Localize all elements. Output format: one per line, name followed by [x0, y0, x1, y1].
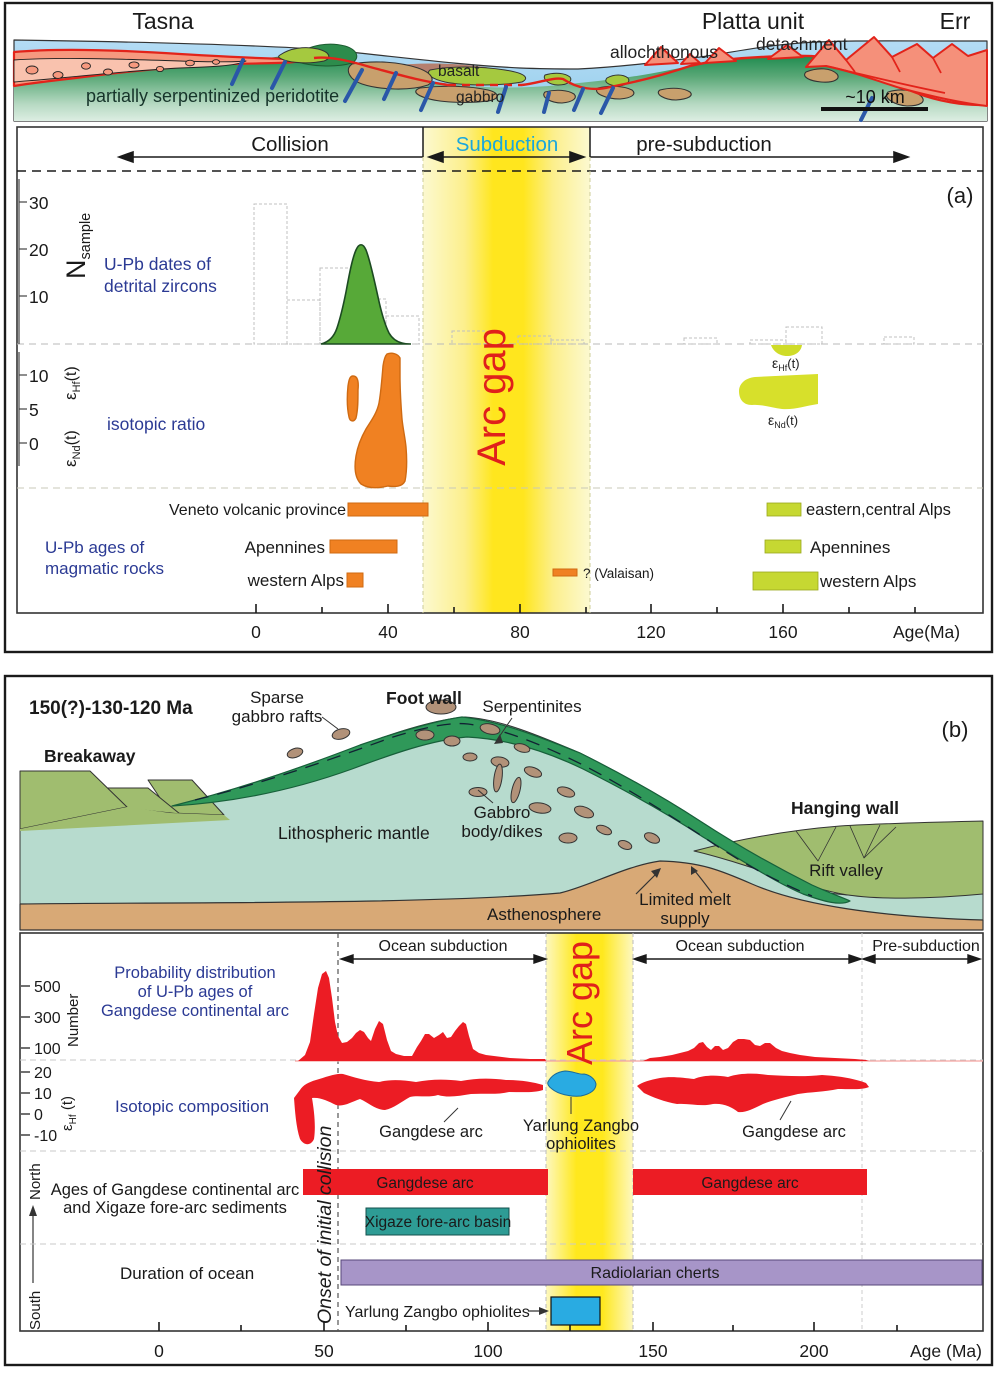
svg-text:Foot wall: Foot wall — [386, 688, 462, 708]
svg-text:Limited melt: Limited melt — [639, 890, 731, 909]
svg-text:(b): (b) — [942, 717, 969, 742]
svg-text:500: 500 — [34, 979, 61, 996]
svg-text:Veneto volcanic province: Veneto volcanic province — [169, 502, 346, 519]
svg-text:partially serpentinized perido: partially serpentinized peridotite — [86, 86, 339, 106]
svg-text:North: North — [27, 1163, 44, 1200]
svg-text:100: 100 — [473, 1341, 502, 1361]
svg-text:-10: -10 — [34, 1128, 57, 1145]
svg-text:150: 150 — [638, 1341, 667, 1361]
svg-text:U-Pb ages of: U-Pb ages of — [45, 538, 144, 557]
svg-text:Subduction: Subduction — [456, 133, 559, 156]
svg-text:Lithospheric mantle: Lithospheric mantle — [278, 823, 430, 843]
svg-text:(a): (a) — [947, 183, 974, 208]
svg-text:0: 0 — [29, 434, 39, 454]
svg-text:Apennines: Apennines — [810, 538, 890, 557]
svg-text:allochthonous: allochthonous — [610, 42, 718, 62]
svg-text:detrital zircons: detrital zircons — [104, 276, 217, 296]
svg-text:160: 160 — [768, 622, 797, 642]
svg-text:pre-subduction: pre-subduction — [636, 133, 772, 156]
svg-text:Gabbro: Gabbro — [474, 803, 531, 822]
svg-text:80: 80 — [510, 622, 530, 642]
svg-text:200: 200 — [799, 1341, 828, 1361]
svg-text:Yarlung Zangbo ophiolites: Yarlung Zangbo ophiolites — [345, 1304, 530, 1321]
svg-text:120: 120 — [636, 622, 665, 642]
svg-text:Gangdese continental arc: Gangdese continental arc — [101, 1002, 289, 1020]
svg-text:100: 100 — [34, 1041, 61, 1058]
svg-text:10: 10 — [34, 1086, 52, 1103]
svg-text:5: 5 — [29, 400, 39, 420]
svg-text:10: 10 — [29, 366, 49, 386]
svg-text:gabbro: gabbro — [456, 89, 504, 106]
svg-text:Apennines: Apennines — [245, 538, 325, 557]
svg-text:eastern,central Alps: eastern,central Alps — [806, 501, 951, 519]
svg-text:20: 20 — [34, 1065, 52, 1082]
svg-text:Ocean subduction: Ocean subduction — [676, 938, 805, 955]
svg-text:Gangdese arc: Gangdese arc — [379, 1123, 483, 1141]
svg-text:10: 10 — [29, 287, 49, 307]
svg-text:Gangdese arc: Gangdese arc — [376, 1175, 474, 1192]
svg-text:Ocean subduction: Ocean subduction — [379, 938, 508, 955]
svg-text:Serpentinites: Serpentinites — [482, 697, 581, 716]
svg-text:of U-Pb ages of: of U-Pb ages of — [138, 983, 253, 1001]
svg-text:Pre-subduction: Pre-subduction — [872, 938, 980, 955]
svg-text:western Alps: western Alps — [819, 572, 916, 591]
svg-text:body/dikes: body/dikes — [461, 822, 542, 841]
svg-text:Onset of initial collision: Onset of initial collision — [314, 1126, 336, 1324]
svg-text:Rift valley: Rift valley — [809, 861, 883, 880]
svg-text:Arc gap: Arc gap — [470, 328, 514, 466]
svg-text:Asthenosphere: Asthenosphere — [487, 905, 601, 924]
svg-text:Duration of ocean: Duration of ocean — [120, 1264, 254, 1283]
svg-text:basalt: basalt — [438, 63, 480, 80]
svg-text:~10 km: ~10 km — [845, 87, 905, 107]
svg-text:40: 40 — [378, 622, 398, 642]
svg-text:and Xigaze fore-arc sediments: and Xigaze fore-arc sediments — [63, 1199, 287, 1217]
svg-text:Ages of Gangdese continental a: Ages of Gangdese continental arc — [51, 1181, 300, 1199]
svg-text:magmatic rocks: magmatic rocks — [45, 559, 164, 578]
svg-text:Isotopic composition: Isotopic composition — [115, 1097, 269, 1116]
svg-text:? (Valaisan): ? (Valaisan) — [583, 566, 654, 581]
svg-text:isotopic ratio: isotopic ratio — [107, 414, 205, 434]
svg-text:Tasna: Tasna — [132, 8, 194, 34]
svg-text:0: 0 — [251, 622, 261, 642]
svg-text:Breakaway: Breakaway — [44, 746, 136, 766]
svg-text:U-Pb dates of: U-Pb dates of — [104, 254, 211, 274]
svg-text:30: 30 — [29, 193, 49, 213]
svg-text:Gangdese arc: Gangdese arc — [701, 1175, 799, 1192]
svg-text:Platta unit: Platta unit — [702, 8, 805, 34]
svg-text:0: 0 — [154, 1341, 164, 1361]
svg-text:ophiolites: ophiolites — [546, 1135, 616, 1153]
svg-text:supply: supply — [660, 909, 710, 928]
svg-text:50: 50 — [314, 1341, 334, 1361]
svg-text:Radiolarian cherts: Radiolarian cherts — [591, 1265, 720, 1282]
svg-text:Collision: Collision — [251, 133, 328, 156]
svg-text:Age (Ma): Age (Ma) — [910, 1341, 982, 1361]
svg-text:gabbro rafts: gabbro rafts — [232, 707, 323, 726]
svg-text:Number: Number — [65, 994, 82, 1047]
svg-text:Sparse: Sparse — [250, 688, 304, 707]
svg-text:Hanging wall: Hanging wall — [791, 798, 899, 818]
svg-text:detachment: detachment — [756, 34, 848, 54]
svg-text:20: 20 — [29, 240, 49, 260]
svg-text:Arc gap: Arc gap — [559, 941, 600, 1065]
svg-text:Gangdese arc: Gangdese arc — [742, 1123, 846, 1141]
svg-text:300: 300 — [34, 1010, 61, 1027]
svg-text:Err: Err — [940, 8, 971, 34]
svg-text:western Alps: western Alps — [247, 571, 344, 590]
svg-text:Age(Ma): Age(Ma) — [893, 622, 960, 642]
svg-text:Xigaze fore-arc basin: Xigaze fore-arc basin — [365, 1214, 511, 1231]
svg-text:Yarlung Zangbo: Yarlung Zangbo — [523, 1117, 639, 1135]
svg-text:Probability distribution: Probability distribution — [114, 964, 275, 982]
svg-text:150(?)-130-120 Ma: 150(?)-130-120 Ma — [29, 698, 193, 719]
svg-text:South: South — [27, 1291, 44, 1330]
svg-text:0: 0 — [34, 1107, 43, 1124]
